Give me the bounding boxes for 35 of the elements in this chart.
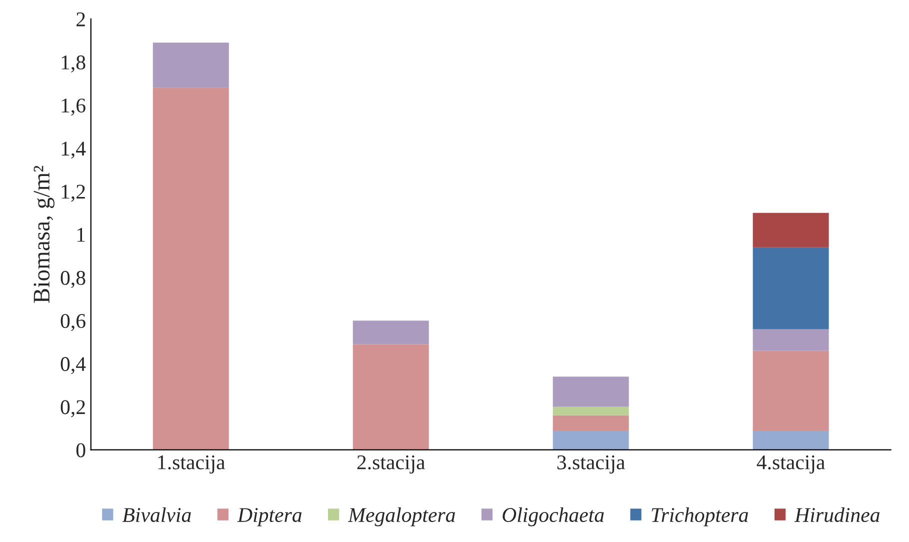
bar (552, 406, 629, 416)
bar (552, 376, 629, 407)
bar (352, 344, 429, 450)
x-tick-label: 2.stacija (357, 455, 425, 474)
y-tick-label: 1,8 (62, 55, 86, 72)
bar (752, 350, 829, 430)
bar (352, 320, 429, 344)
legend-label: Hirudinea (794, 507, 880, 522)
legend-label: Oligochaeta (502, 507, 604, 526)
bar (752, 329, 829, 351)
bar (552, 430, 629, 450)
y-tick-label: 1,6 (62, 98, 86, 116)
legend-label: Bivalvia (122, 507, 191, 522)
legend-label: Megaloptera (348, 507, 455, 526)
x-tick-label: 1.stacija (158, 455, 226, 474)
y-tick-label: 2 (76, 12, 85, 26)
y-tick-label: 0,4 (60, 357, 86, 374)
legend-label: Trichoptera (652, 507, 748, 526)
legend-label: Diptera (237, 508, 302, 526)
bar (752, 247, 829, 330)
y-tick-label: 1,2 (62, 184, 85, 202)
bar (552, 415, 629, 430)
y-tick-label: 0 (76, 443, 86, 458)
y-tick-label: 0,6 (60, 314, 86, 332)
bar (752, 430, 829, 450)
bar (152, 88, 229, 450)
y-tick-label: 0,8 (60, 270, 86, 288)
y-tick-label: 0,2 (60, 400, 85, 418)
y-tick-label: 1,4 (62, 142, 86, 159)
x-tick-label: 4.stacija (756, 455, 825, 474)
y-axis-title: Biomasa, g/m² (34, 166, 54, 303)
x-tick-label: 3.stacija (557, 455, 625, 474)
bar (152, 42, 229, 88)
y-tick-label: 1 (77, 228, 85, 242)
bar (752, 212, 829, 248)
